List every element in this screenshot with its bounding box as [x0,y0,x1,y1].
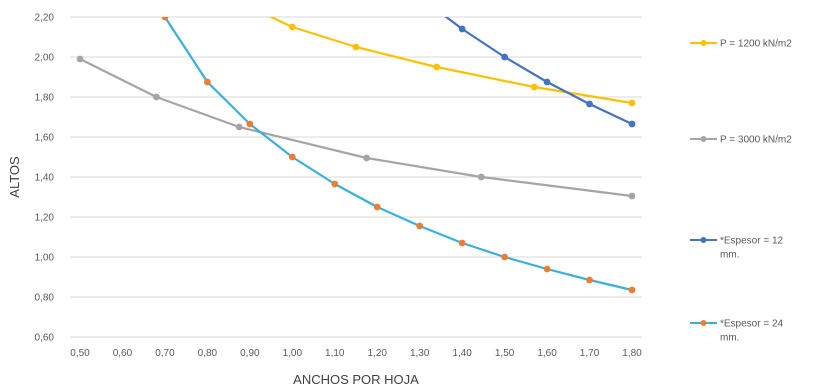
x-tick-label: 0,50 [70,348,90,359]
y-tick-label: 1,60 [35,133,55,144]
x-tick-label: 1,20 [367,348,387,359]
legend: P = 1200 kN/m2 P = 3000 kN/m2 *Espesor = 1… [690,39,792,344]
legend-swatch-marker [700,237,707,243]
x-tick-label: 0,80 [198,348,218,359]
series-line [444,17,633,125]
y-tick-label: 1,00 [35,253,55,264]
data-point [416,222,424,230]
y-axis-title: ALTOS [7,156,22,198]
legend-item: *Espesor = 12 mm. [690,236,784,261]
legend-item: *Espesor = 24 mm. [690,319,784,344]
series-2 [76,55,636,200]
x-tick-label: 1,30 [410,348,430,359]
x-tick-label: 1,00 [283,348,303,359]
data-point [477,173,485,181]
legend-label: P = 1200 kN/m2 [720,39,792,50]
series-layer [76,17,636,294]
x-tick-label: 1,80 [622,348,642,359]
series-line [268,17,633,105]
data-point [543,78,551,86]
y-tick-label: 0,80 [35,293,55,304]
series-4 [161,17,636,294]
legend-item: P = 1200 kN/m2 [690,39,792,50]
data-point [76,55,84,63]
x-tick-label: 0,90 [240,348,260,359]
x-axis-ticks: 0,50 0,60 0,70 0,80 0,90 1,00 1,10 1,20 1,30 1,40… [70,348,642,359]
data-point [363,154,371,162]
data-point [530,83,538,91]
data-point [458,239,466,247]
legend-swatch-marker [700,40,707,46]
x-tick-label: 0,60 [113,348,133,359]
legend-swatch-marker [700,136,707,142]
data-point [153,93,160,101]
y-tick-label: 1,20 [35,213,55,224]
data-point [352,43,360,51]
data-point [501,53,509,61]
legend-label: *Espesor = 24 mm. [720,319,784,344]
legend-swatch-marker [700,320,707,326]
data-point [628,120,636,128]
y-tick-label: 1,80 [35,93,55,104]
data-point [161,17,169,21]
series-line [79,58,633,198]
series-1 [268,17,636,107]
data-point [203,78,211,86]
x-tick-label: 1,50 [495,348,515,359]
data-point [628,192,636,200]
legend-label: *Espesor = 12 mm. [720,236,784,261]
data-point [628,286,636,294]
data-point [246,120,254,128]
data-point [501,253,509,261]
data-point [543,265,551,273]
data-point [586,100,593,108]
data-point [235,123,243,131]
data-point [373,203,381,211]
legend-label: P = 3000 kN/m2 [720,135,792,146]
grid-lines [70,16,642,338]
data-point [628,99,636,107]
x-tick-label: 0,70 [155,348,175,359]
data-point [433,63,441,71]
data-point [288,153,296,161]
y-tick-label: 0,60 [35,333,55,344]
x-axis-title: ANCHOS POR HOJA [293,372,419,387]
series-line [163,17,633,292]
x-tick-label: 1,70 [580,348,600,359]
y-tick-label: 2,00 [35,53,55,64]
y-tick-label: 2,20 [35,13,55,24]
series-3 [444,17,636,128]
data-point [458,25,466,33]
x-tick-label: 1,10 [325,348,345,359]
data-point [586,276,593,284]
y-axis-ticks: 0,60 0,80 1,00 1,20 1,40 1,60 1,80 2,00 2,20 [35,13,55,344]
x-tick-label: 1,40 [452,348,472,359]
data-point [331,180,339,188]
x-tick-label: 1,60 [537,348,557,359]
data-point [288,23,296,31]
legend-item: P = 3000 kN/m2 [690,135,792,146]
y-tick-label: 1,40 [35,173,55,184]
